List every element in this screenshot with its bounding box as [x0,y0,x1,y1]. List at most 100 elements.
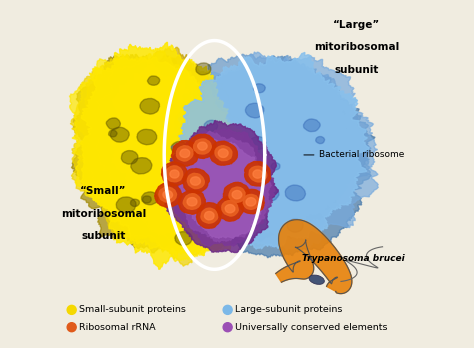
Polygon shape [171,131,271,242]
Polygon shape [202,153,219,166]
Polygon shape [130,199,139,206]
Polygon shape [143,196,151,203]
Text: subunit: subunit [334,65,379,75]
Polygon shape [169,129,275,246]
Text: Small-subunit proteins: Small-subunit proteins [79,306,185,314]
Text: Bacterial ribosome: Bacterial ribosome [304,150,405,159]
Text: Ribosomal rRNA: Ribosomal rRNA [79,323,155,332]
Polygon shape [249,166,267,182]
Polygon shape [188,201,208,216]
Polygon shape [189,134,216,158]
Polygon shape [253,170,263,178]
Polygon shape [70,57,253,262]
Polygon shape [247,188,255,195]
Polygon shape [303,119,320,132]
Polygon shape [232,190,242,199]
Polygon shape [171,142,187,154]
Polygon shape [163,191,173,199]
Polygon shape [210,193,227,207]
Polygon shape [271,163,280,170]
Polygon shape [316,136,325,144]
Polygon shape [216,196,244,221]
Polygon shape [175,232,192,245]
Polygon shape [159,187,176,202]
Polygon shape [247,184,262,197]
Polygon shape [176,146,193,161]
Polygon shape [162,162,187,186]
Polygon shape [232,191,241,198]
Polygon shape [178,190,205,214]
Text: mitoribosomal: mitoribosomal [61,209,146,219]
Text: “Large”: “Large” [333,20,380,30]
Polygon shape [166,63,353,241]
Polygon shape [109,54,250,243]
Polygon shape [187,198,197,206]
Polygon shape [254,84,265,93]
Polygon shape [178,139,263,238]
Polygon shape [187,173,204,189]
Polygon shape [235,155,255,170]
Polygon shape [121,151,138,164]
Polygon shape [246,198,256,206]
Polygon shape [243,195,259,209]
Polygon shape [201,208,218,223]
Polygon shape [223,149,238,161]
Polygon shape [95,47,255,245]
Polygon shape [223,182,251,206]
Polygon shape [142,192,158,205]
Polygon shape [165,120,278,253]
Text: Universally conserved elements: Universally conserved elements [235,323,387,332]
Circle shape [223,323,232,332]
Polygon shape [225,205,235,213]
Polygon shape [175,52,378,250]
Polygon shape [180,149,190,158]
Polygon shape [196,203,222,228]
Polygon shape [212,160,222,169]
Polygon shape [200,136,209,144]
Polygon shape [237,189,264,214]
Circle shape [67,305,76,314]
Polygon shape [191,177,201,185]
Text: Trypanosoma brucei: Trypanosoma brucei [302,254,404,263]
Polygon shape [204,120,218,131]
Text: subunit: subunit [82,231,126,241]
Polygon shape [224,198,244,214]
Polygon shape [222,200,238,216]
Circle shape [67,323,76,332]
Polygon shape [218,149,228,157]
Polygon shape [172,141,199,166]
Polygon shape [182,168,210,194]
Polygon shape [198,142,207,150]
Polygon shape [246,103,264,118]
Polygon shape [196,63,211,75]
Text: “Small”: “Small” [80,186,127,196]
Polygon shape [209,195,219,204]
Polygon shape [183,194,201,209]
Polygon shape [182,68,375,258]
Polygon shape [210,141,237,165]
Polygon shape [131,158,152,174]
Polygon shape [215,146,232,161]
Text: mitoribosomal: mitoribosomal [314,42,399,52]
Polygon shape [70,51,252,266]
Polygon shape [250,136,266,149]
Polygon shape [165,166,182,182]
Polygon shape [245,161,271,186]
Polygon shape [140,98,159,114]
Polygon shape [106,118,120,129]
Polygon shape [147,76,160,85]
Polygon shape [285,185,306,201]
Polygon shape [116,197,136,213]
Polygon shape [74,60,231,251]
Polygon shape [260,186,279,201]
Polygon shape [80,42,247,269]
Polygon shape [155,183,182,207]
Polygon shape [204,212,214,220]
Polygon shape [109,130,117,137]
Polygon shape [171,52,369,249]
Polygon shape [193,139,211,154]
Polygon shape [163,167,172,174]
Polygon shape [110,127,129,142]
Polygon shape [187,56,371,237]
Ellipse shape [309,275,324,284]
